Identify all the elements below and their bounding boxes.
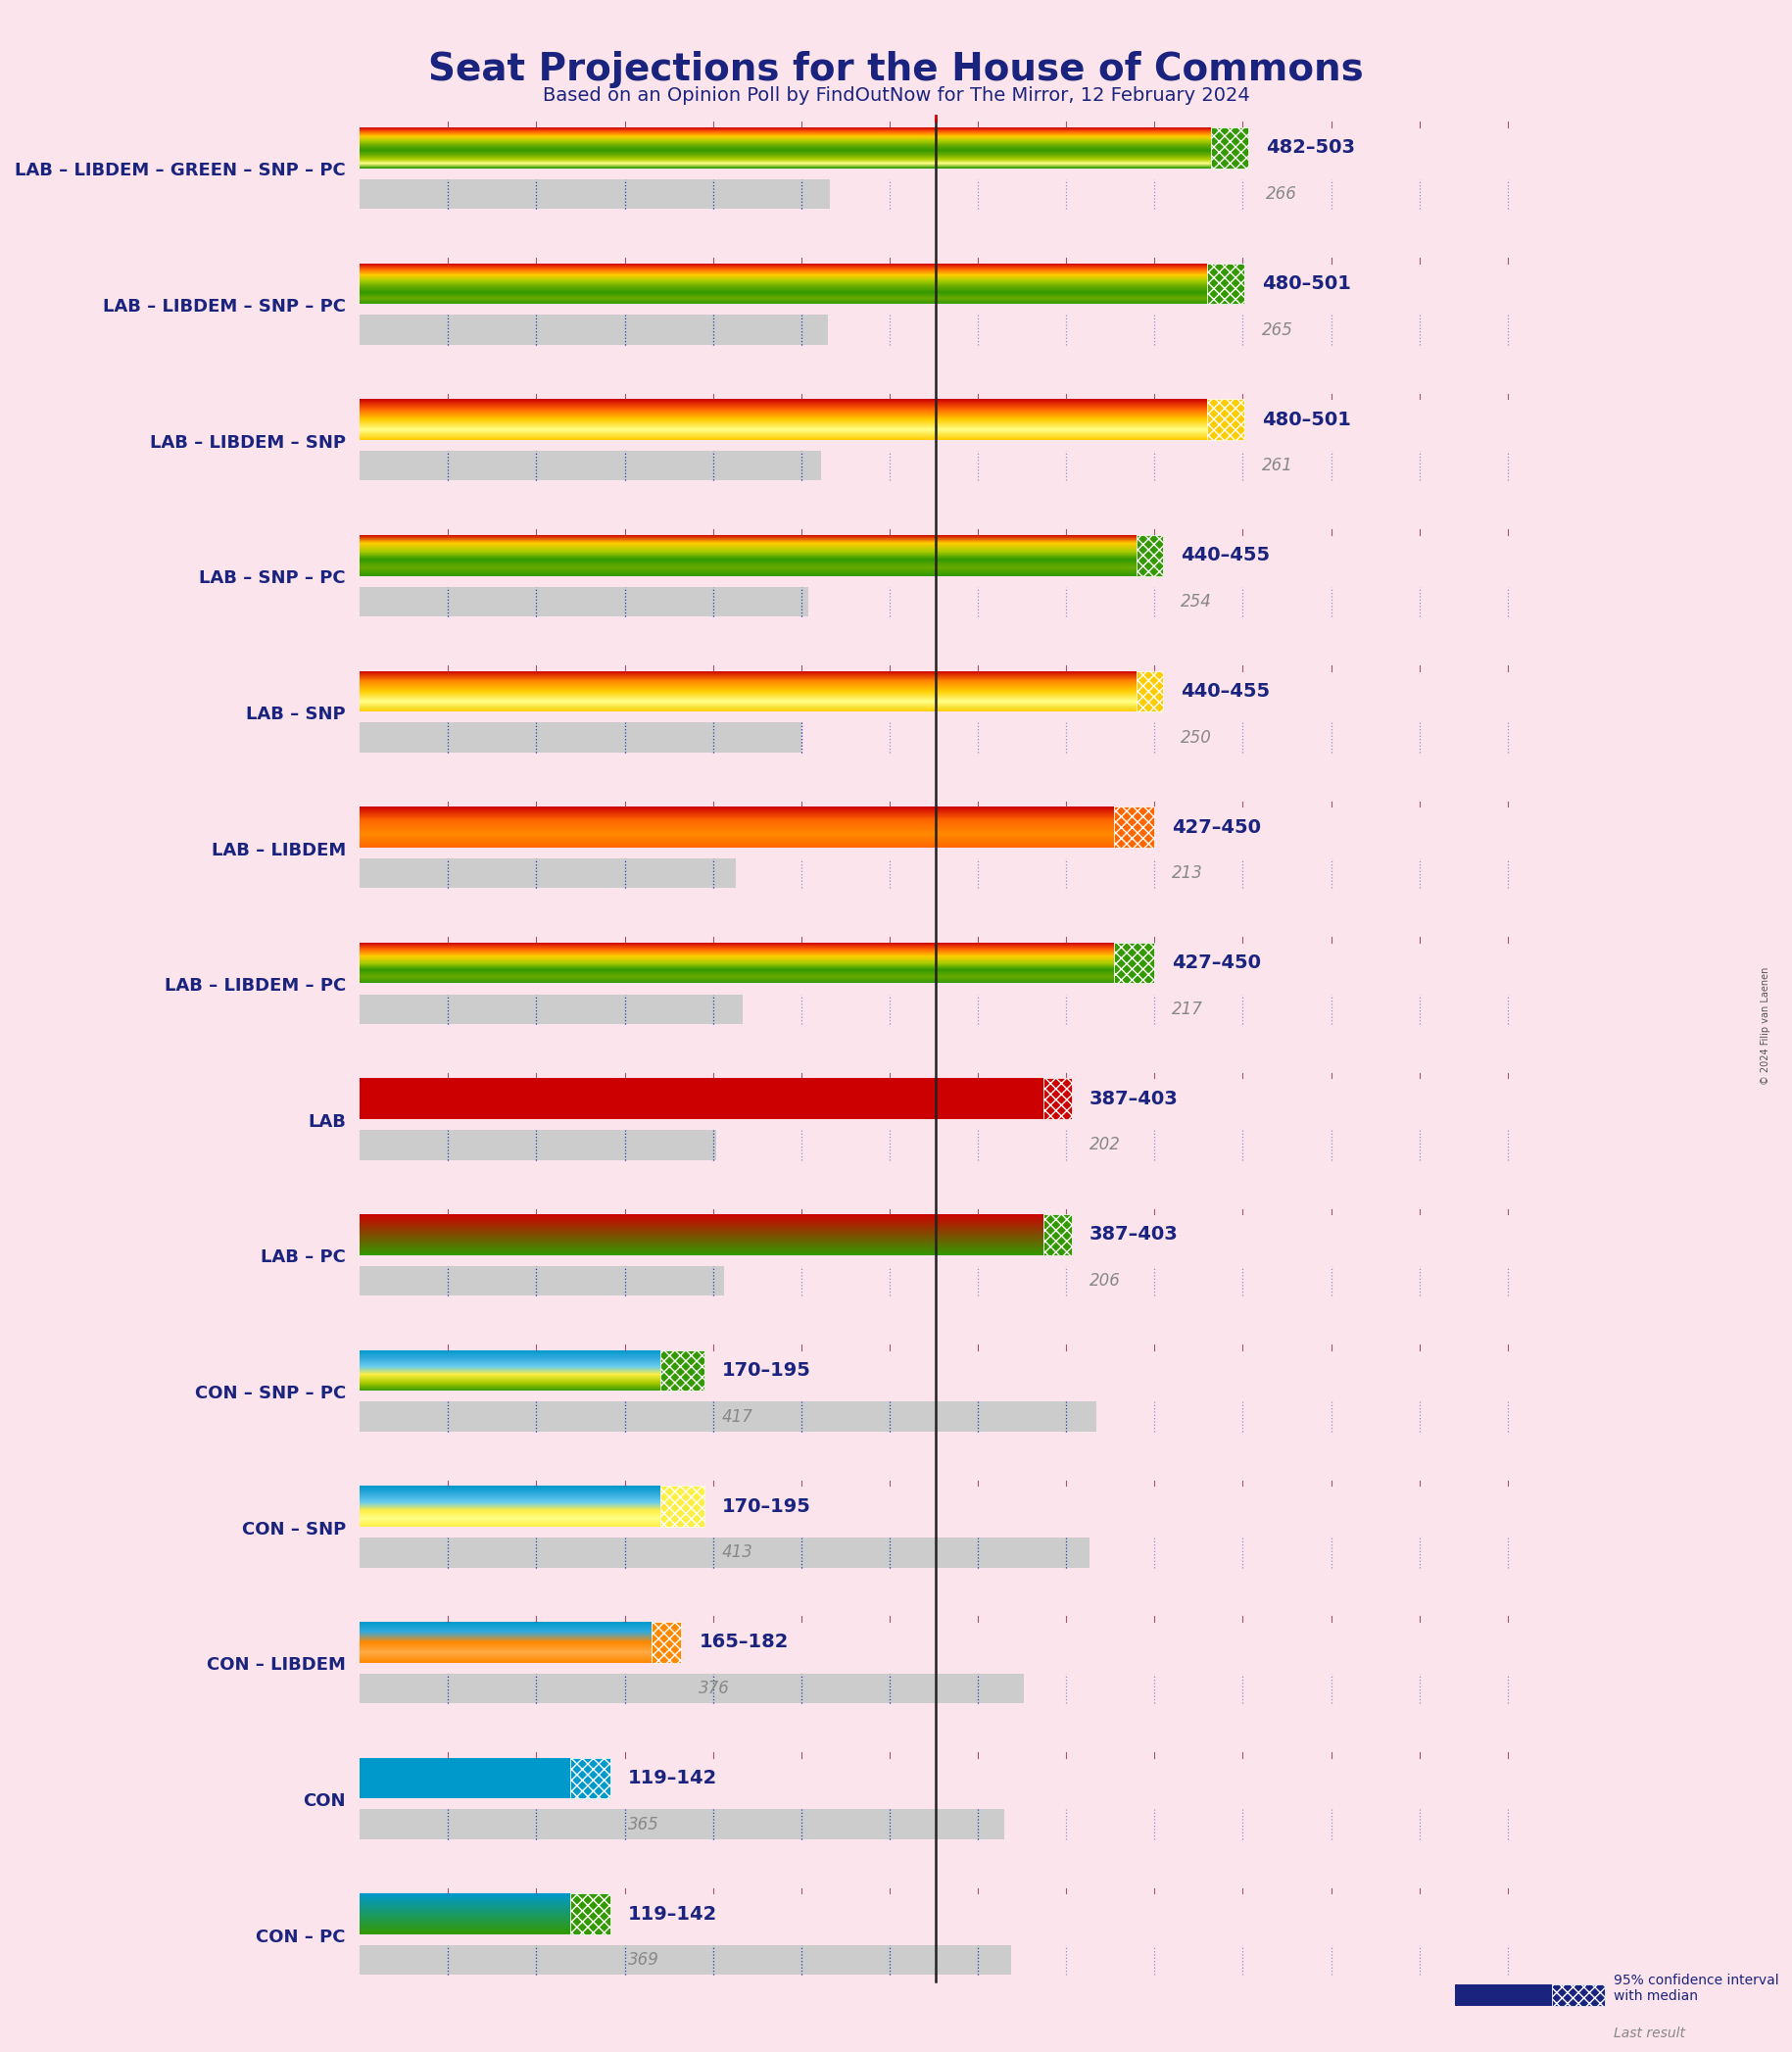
- Text: LAB: LAB: [308, 1112, 346, 1131]
- Text: 387–403: 387–403: [1090, 1225, 1177, 1244]
- Text: 376: 376: [699, 1681, 729, 1697]
- Bar: [360, 451, 821, 480]
- Text: 95% confidence interval
with median: 95% confidence interval with median: [1613, 1974, 1779, 2003]
- Bar: [1552, 1984, 1606, 2007]
- Bar: [1455, 2023, 1606, 2044]
- Text: 480–501: 480–501: [1262, 410, 1351, 429]
- Bar: [570, 1894, 611, 1935]
- Text: 170–195: 170–195: [722, 1498, 810, 1516]
- Text: CON – SNP: CON – SNP: [242, 1521, 346, 1539]
- Bar: [360, 179, 830, 209]
- Text: CON – PC: CON – PC: [256, 1929, 346, 1945]
- Text: 213: 213: [1172, 864, 1204, 882]
- Bar: [360, 722, 801, 753]
- Text: 217: 217: [1172, 999, 1204, 1018]
- Bar: [650, 1621, 681, 1662]
- Bar: [360, 1537, 1090, 1568]
- Text: CON – LIBDEM: CON – LIBDEM: [206, 1656, 346, 1674]
- Bar: [659, 1350, 704, 1391]
- Bar: [360, 1402, 1097, 1432]
- Text: 254: 254: [1181, 593, 1211, 609]
- Bar: [360, 858, 737, 889]
- Text: 119–142: 119–142: [629, 1769, 717, 1787]
- Bar: [360, 1131, 717, 1159]
- Text: 440–455: 440–455: [1181, 681, 1271, 700]
- Bar: [360, 1266, 724, 1295]
- Text: LAB – LIBDEM: LAB – LIBDEM: [211, 841, 346, 860]
- Text: CON – SNP – PC: CON – SNP – PC: [195, 1385, 346, 1402]
- Text: 417: 417: [722, 1408, 753, 1426]
- Text: Last result: Last result: [1613, 2027, 1684, 2040]
- Text: 369: 369: [629, 1951, 659, 1970]
- Bar: [1115, 942, 1154, 983]
- Bar: [1208, 400, 1245, 439]
- Bar: [1043, 1215, 1072, 1256]
- Text: 480–501: 480–501: [1262, 275, 1351, 293]
- Text: LAB – SNP: LAB – SNP: [246, 706, 346, 722]
- Text: 440–455: 440–455: [1181, 546, 1271, 564]
- Bar: [360, 1945, 1011, 1976]
- Text: LAB – SNP – PC: LAB – SNP – PC: [199, 570, 346, 587]
- Text: Based on an Opinion Poll by FindOutNow for The Mirror, 12 February 2024: Based on an Opinion Poll by FindOutNow f…: [543, 86, 1249, 105]
- Text: 206: 206: [1090, 1272, 1120, 1289]
- Text: 482–503: 482–503: [1265, 137, 1355, 158]
- Bar: [360, 1759, 570, 1798]
- Text: 387–403: 387–403: [1090, 1090, 1177, 1108]
- Text: LAB – LIBDEM – GREEN – SNP – PC: LAB – LIBDEM – GREEN – SNP – PC: [14, 162, 346, 181]
- Bar: [360, 587, 808, 616]
- Bar: [360, 993, 744, 1024]
- Text: 261: 261: [1262, 458, 1294, 474]
- Text: 427–450: 427–450: [1172, 954, 1262, 973]
- Text: 119–142: 119–142: [629, 1904, 717, 1923]
- Text: Seat Projections for the House of Commons: Seat Projections for the House of Common…: [428, 51, 1364, 88]
- Bar: [1211, 127, 1247, 168]
- Bar: [1115, 806, 1154, 847]
- Bar: [1208, 263, 1245, 304]
- Text: 413: 413: [722, 1543, 753, 1562]
- Text: 202: 202: [1090, 1137, 1120, 1153]
- Text: 266: 266: [1265, 185, 1297, 203]
- Bar: [1136, 671, 1163, 712]
- Bar: [659, 1486, 704, 1527]
- Bar: [360, 1674, 1023, 1703]
- Text: LAB – PC: LAB – PC: [260, 1250, 346, 1266]
- Text: LAB – LIBDEM – SNP: LAB – LIBDEM – SNP: [151, 433, 346, 451]
- Text: 250: 250: [1181, 728, 1211, 747]
- Bar: [360, 1079, 1043, 1118]
- Text: CON: CON: [303, 1791, 346, 1810]
- Bar: [360, 314, 828, 345]
- Text: LAB – LIBDEM – PC: LAB – LIBDEM – PC: [165, 977, 346, 995]
- Bar: [1455, 1984, 1552, 2007]
- Text: LAB – LIBDEM – SNP – PC: LAB – LIBDEM – SNP – PC: [102, 298, 346, 316]
- Text: © 2024 Filip van Laenen: © 2024 Filip van Laenen: [1760, 966, 1770, 1086]
- Text: 165–182: 165–182: [699, 1633, 788, 1652]
- Bar: [1043, 1079, 1072, 1118]
- Bar: [360, 1810, 1004, 1839]
- Bar: [570, 1759, 611, 1798]
- Text: 265: 265: [1262, 320, 1294, 339]
- Text: 365: 365: [629, 1816, 659, 1832]
- Text: 170–195: 170–195: [722, 1360, 810, 1379]
- Text: 427–450: 427–450: [1172, 819, 1262, 837]
- Bar: [1136, 536, 1163, 577]
